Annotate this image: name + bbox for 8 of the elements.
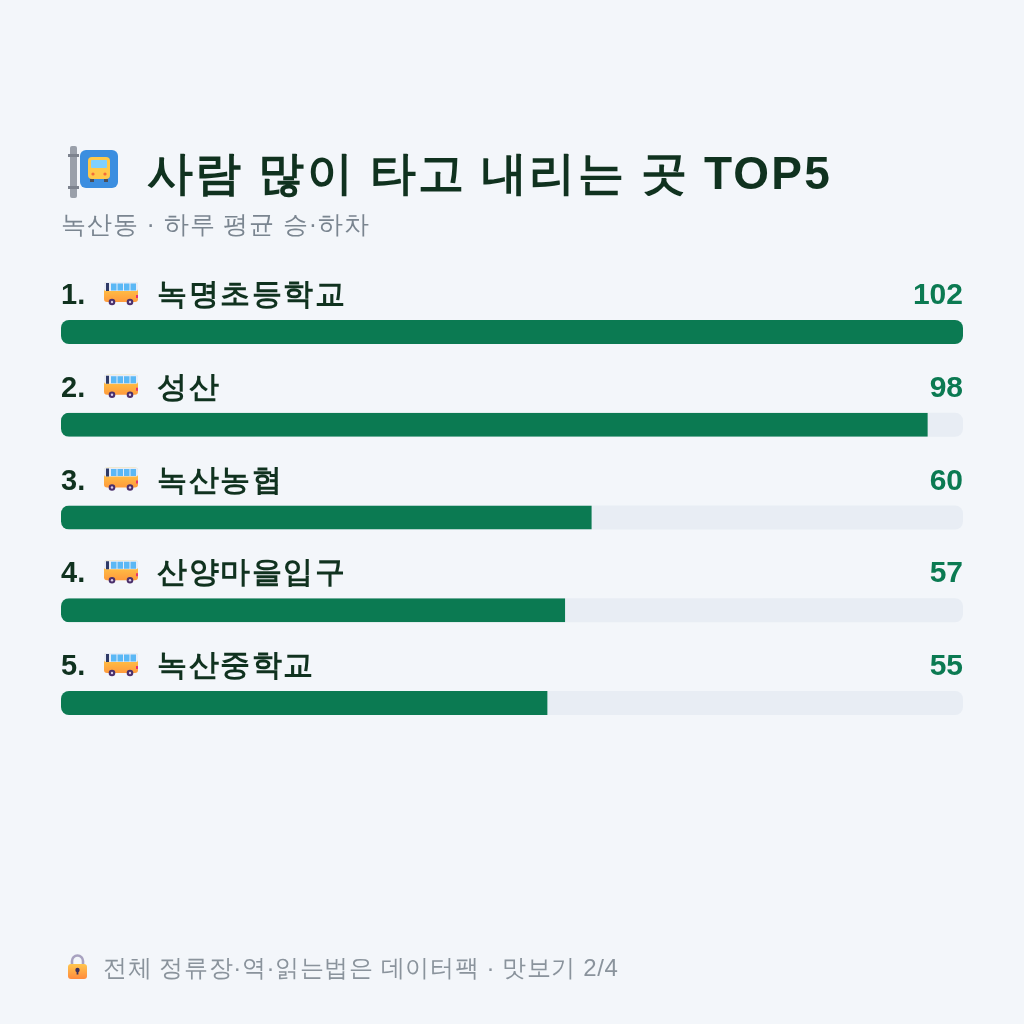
data-label: 98 (929, 369, 963, 403)
data-label: 57 (929, 555, 963, 589)
data-label: 55 (929, 648, 963, 681)
data-label: 60 (929, 462, 963, 496)
data-label: 102 (912, 277, 963, 310)
header: 사람 많이 타고 내리는 곳 TOP5 녹산동 · 하루 평균 승·하차 (61, 146, 832, 238)
chart-title: 사람 많이 타고 내리는 곳 TOP5 (147, 147, 833, 199)
chart-subtitle: 녹산동 · 하루 평균 승·하차 (61, 210, 370, 238)
